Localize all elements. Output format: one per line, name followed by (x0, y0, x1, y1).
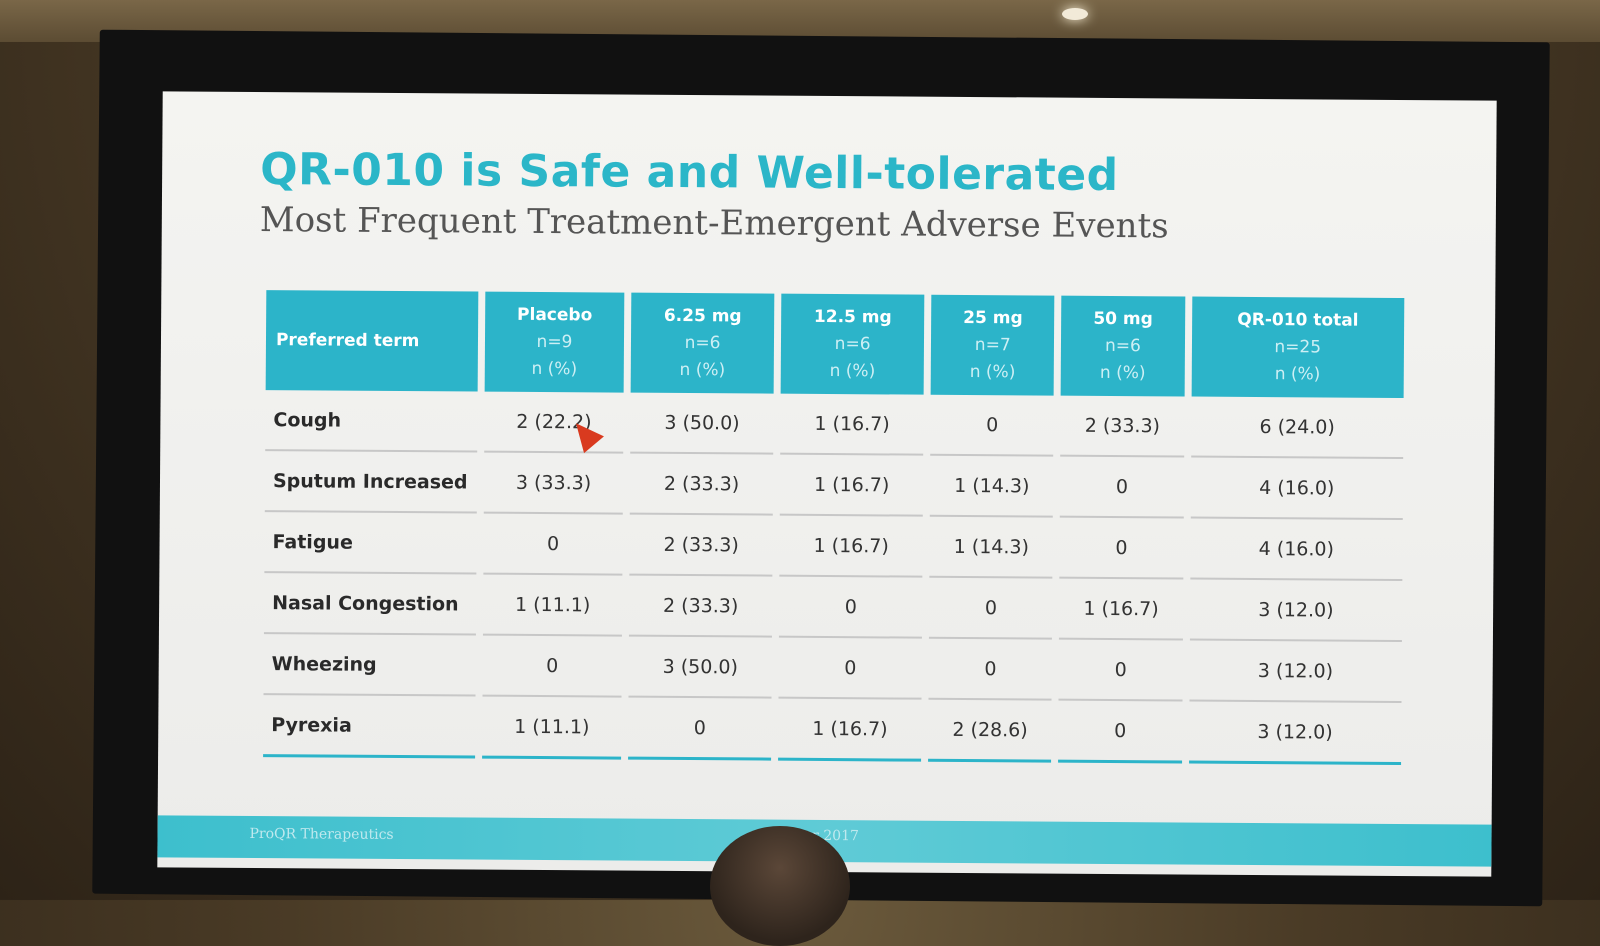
group-unit: n (%) (829, 360, 876, 381)
value-cell: 1 (14.3) (929, 455, 1054, 518)
value-cell: 3 (50.0) (628, 636, 773, 699)
group-header: 6.25 mg n=6 n (%) (630, 292, 775, 394)
adverse-events-table: Preferred term Placebo n=9 n (%) 6.25 mg… (256, 290, 1411, 766)
value-cell: 3 (12.0) (1189, 640, 1402, 704)
value-cell: 2 (33.3) (628, 575, 773, 638)
group-n: n=9 (536, 331, 573, 352)
preferred-term-header: Preferred term (265, 290, 479, 392)
group-n: n=6 (834, 333, 871, 354)
value-cell: 1 (16.7) (1059, 578, 1183, 641)
audience-head (710, 826, 850, 946)
table-row: Wheezing 0 3 (50.0) 0 0 0 3 (12.0) (263, 634, 1402, 704)
value-cell: 1 (11.1) (482, 696, 622, 760)
value-cell: 6 (24.0) (1190, 396, 1404, 460)
value-cell: 4 (16.0) (1190, 457, 1404, 521)
group-unit: n (%) (1274, 363, 1321, 384)
group-header: 12.5 mg n=6 n (%) (780, 293, 925, 395)
group-name: 50 mg (1093, 308, 1153, 329)
value-cell: 0 (1059, 517, 1184, 580)
value-cell: 3 (50.0) (630, 392, 774, 455)
group-name: QR-010 total (1237, 309, 1359, 331)
value-cell: 0 (778, 637, 923, 700)
value-cell: 3 (33.3) (483, 452, 624, 515)
value-cell: 3 (12.0) (1189, 579, 1403, 643)
group-unit: n (%) (969, 361, 1016, 382)
group-n: n=6 (684, 332, 721, 353)
group-n: n=25 (1274, 336, 1322, 357)
value-cell: 1 (16.7) (779, 515, 923, 578)
group-name: 25 mg (963, 307, 1023, 328)
table-header-row: Preferred term Placebo n=9 n (%) 6.25 mg… (265, 290, 1405, 399)
ceiling-light (1062, 8, 1088, 20)
slide-title: QR-010 is Safe and Well-tolerated (260, 144, 1119, 202)
value-cell: 2 (22.2) (484, 391, 624, 454)
value-cell: 1 (16.7) (779, 454, 924, 517)
value-cell: 0 (929, 577, 1053, 640)
value-cell: 0 (928, 638, 1053, 701)
value-cell: 2 (33.3) (1060, 395, 1185, 458)
group-header: 50 mg n=6 n (%) (1060, 295, 1185, 397)
value-cell: 2 (33.3) (629, 514, 773, 577)
value-cell: 0 (1058, 639, 1183, 702)
value-cell: 0 (628, 697, 772, 761)
value-cell: 0 (779, 576, 923, 639)
term-cell: Fatigue (264, 512, 477, 575)
value-cell: 0 (930, 394, 1054, 457)
table-row: Sputum Increased 3 (33.3) 2 (33.3) 1 (16… (264, 451, 1404, 521)
group-unit: n (%) (679, 359, 726, 380)
value-cell: 0 (482, 635, 622, 698)
group-n: n=7 (974, 334, 1011, 355)
value-cell: 4 (16.0) (1189, 518, 1403, 582)
value-cell: 1 (16.7) (778, 698, 922, 762)
value-cell: 3 (12.0) (1188, 701, 1402, 766)
term-cell: Cough (265, 390, 478, 453)
value-cell: 0 (1058, 700, 1183, 764)
value-cell: 0 (1060, 456, 1184, 519)
group-n: n=6 (1104, 335, 1141, 356)
table-row: Nasal Congestion 1 (11.1) 2 (33.3) 0 0 1… (263, 573, 1403, 643)
value-cell: 2 (28.6) (928, 699, 1052, 763)
term-cell: Nasal Congestion (263, 573, 477, 636)
presentation-slide: QR-010 is Safe and Well-tolerated Most F… (157, 91, 1497, 877)
group-name: Placebo (517, 304, 593, 325)
term-cell: Pyrexia (263, 695, 476, 759)
table-row: Fatigue 0 2 (33.3) 1 (16.7) 1 (14.3) 0 4… (264, 512, 1403, 582)
slide-subtitle: Most Frequent Treatment-Emergent Adverse… (259, 200, 1169, 247)
term-cell: Sputum Increased (264, 451, 478, 514)
group-unit: n (%) (531, 358, 578, 379)
value-cell: 1 (11.1) (482, 574, 623, 637)
value-cell: 1 (14.3) (929, 516, 1054, 579)
value-cell: 2 (33.3) (629, 453, 774, 516)
value-cell: 1 (16.7) (780, 393, 924, 456)
group-name: 12.5 mg (813, 306, 892, 327)
group-header: 25 mg n=7 n (%) (930, 294, 1055, 396)
footer-company: ProQR Therapeutics (249, 825, 394, 843)
value-cell: 0 (483, 513, 623, 576)
term-cell: Wheezing (263, 634, 476, 697)
group-header: QR-010 total n=25 n (%) (1191, 296, 1405, 399)
group-header: Placebo n=9 n (%) (484, 291, 625, 393)
group-unit: n (%) (1099, 362, 1146, 383)
table-row: Pyrexia 1 (11.1) 0 1 (16.7) 2 (28.6) 0 3… (263, 695, 1402, 766)
group-name: 6.25 mg (663, 305, 742, 326)
table-row: Cough 2 (22.2) 3 (50.0) 1 (16.7) 0 2 (33… (265, 390, 1404, 460)
